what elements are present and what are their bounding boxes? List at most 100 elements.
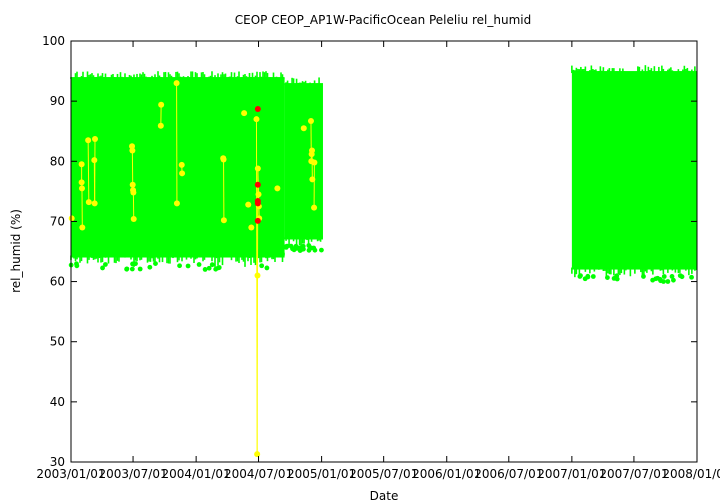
x-tick-label: 2008/01/01 (662, 467, 720, 481)
x-tick-label: 2003/07/01 (98, 467, 167, 481)
good-series-segment (283, 77, 324, 253)
good-point (202, 267, 208, 272)
questionable-point (309, 147, 316, 154)
questionable-point (254, 165, 261, 172)
x-axis-label: Date (370, 489, 399, 503)
x-tick-label: 2004/01/01 (162, 467, 231, 481)
x-tick-label: 2007/01/01 (537, 467, 606, 481)
good-point (209, 262, 215, 268)
y-tick-label: 30 (50, 455, 65, 469)
questionable-point (178, 161, 185, 168)
questionable-point (253, 116, 260, 123)
questionable-point (173, 80, 180, 87)
good-point (585, 274, 591, 280)
questionable-point (91, 136, 98, 143)
good-band (71, 77, 285, 258)
questionable-point (179, 170, 186, 177)
y-tick-label: 100 (42, 34, 65, 48)
good-point (206, 265, 212, 271)
y-axis-label: rel_humid (%) (9, 209, 23, 293)
questionable-point (91, 200, 98, 207)
questionable-point (307, 117, 314, 124)
y-tick-label: 90 (50, 94, 65, 108)
questionable-point (129, 147, 136, 154)
good-point (259, 263, 265, 269)
x-tick-label: 2006/07/01 (474, 467, 543, 481)
good-point (669, 274, 675, 279)
good-point (677, 273, 683, 279)
good-point (590, 274, 596, 279)
questionable-point (245, 201, 252, 208)
good-point (689, 274, 694, 280)
good-point (153, 261, 158, 266)
good-point (129, 266, 135, 272)
x-tick-label: 2006/01/01 (412, 467, 481, 481)
questionable-point (130, 189, 137, 196)
good-point (196, 262, 202, 267)
questionable-point (255, 191, 262, 198)
questionable-link (87, 140, 90, 203)
good-point (130, 261, 135, 267)
good-point (301, 246, 306, 252)
good-point (665, 279, 671, 284)
good-point (577, 274, 583, 279)
x-tick-label: 2003/01/01 (36, 467, 105, 481)
good-point (137, 266, 143, 272)
x-tick-label: 2005/01/01 (287, 467, 356, 481)
bad-point (254, 105, 261, 112)
bad-point (254, 217, 261, 224)
good-point (74, 263, 80, 269)
good-point (284, 244, 290, 250)
good-point (671, 277, 676, 283)
good-point (290, 246, 295, 252)
questionable-point (274, 185, 281, 192)
x-axis: 2003/01/012003/07/012004/01/012004/07/01… (36, 41, 720, 481)
good-point (661, 274, 667, 279)
x-tick-label: 2004/07/01 (224, 467, 293, 481)
chart-title: CEOP CEOP_AP1W-PacificOcean Peleliu rel_… (235, 13, 531, 27)
good-point (264, 265, 270, 271)
questionable-point (91, 157, 98, 164)
questionable-point (311, 204, 318, 211)
good-point (641, 274, 646, 279)
questionable-point (85, 199, 92, 206)
good-point (319, 247, 324, 253)
y-tick-label: 40 (50, 395, 65, 409)
questionable-point (79, 224, 86, 231)
good-band (571, 71, 697, 270)
good-point (215, 265, 221, 271)
y-tick-label: 80 (50, 154, 65, 168)
x-tick-label: 2005/07/01 (349, 467, 418, 481)
questionable-point (311, 159, 318, 166)
y-tick-label: 50 (50, 335, 65, 349)
good-point (605, 275, 610, 280)
questionable-point (248, 224, 255, 231)
bad-point (254, 181, 261, 188)
questionable-point (158, 101, 165, 108)
good-point (185, 263, 191, 269)
y-axis: 30 40 50 60 70 80 90 100 (42, 34, 697, 469)
good-point (658, 278, 663, 284)
questionable-point (78, 179, 85, 186)
questionable-point (78, 161, 85, 168)
x-tick-label: 2007/07/01 (599, 467, 668, 481)
questionable-point (254, 272, 261, 279)
y-tick-label: 60 (50, 275, 65, 289)
good-point (306, 247, 312, 253)
good-point (296, 246, 302, 251)
questionable-point (129, 181, 136, 188)
good-point (650, 277, 656, 283)
good-point (103, 262, 108, 267)
questionable-link (257, 168, 260, 195)
questionable-point (173, 200, 180, 207)
good-band (284, 83, 323, 240)
questionable-point (300, 125, 307, 132)
good-point (147, 264, 153, 270)
data-marks (68, 65, 698, 458)
questionable-point (78, 185, 85, 192)
questionable-point (254, 451, 261, 458)
questionable-point (130, 216, 137, 223)
good-point (611, 275, 617, 281)
good-series-segment (571, 65, 698, 284)
questionable-point (157, 122, 164, 129)
